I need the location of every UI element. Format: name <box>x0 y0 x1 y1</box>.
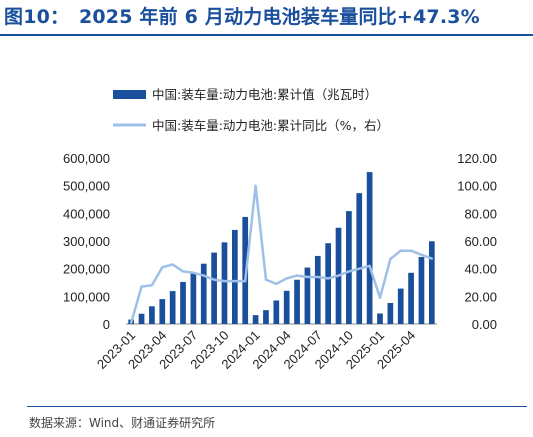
left-axis-ticks: 0 100,000 200,000 300,000 400,000 500,000 600,… <box>63 151 110 332</box>
line-point <box>223 279 226 283</box>
line-point <box>399 249 402 252</box>
line-point <box>192 271 195 275</box>
legend-swatch-bar <box>113 90 146 99</box>
bar <box>169 291 176 324</box>
line-point <box>409 249 413 252</box>
line-point <box>358 267 361 270</box>
source-note: 数据来源：Wind、财通证券研究所 <box>29 416 216 430</box>
line-point <box>171 263 174 266</box>
line-point <box>306 275 309 279</box>
bar <box>159 299 166 324</box>
left-tick-label: 500,000 <box>63 179 110 194</box>
line-point <box>150 284 154 287</box>
bar <box>387 302 394 324</box>
line-point <box>295 274 299 277</box>
line-series <box>129 184 434 324</box>
line-point <box>337 274 340 277</box>
legend-label-line: 中国:装车量:动力电池:累计同比（%，右） <box>152 118 389 133</box>
series-line <box>129 184 433 323</box>
top-divider <box>0 34 533 36</box>
bar <box>314 255 321 324</box>
line-point <box>129 321 133 324</box>
bar <box>304 267 311 324</box>
line-point <box>254 184 257 187</box>
line-point <box>202 274 205 277</box>
line-point <box>244 279 247 283</box>
bar <box>428 241 435 324</box>
line-point <box>264 278 268 281</box>
right-tick-label: 20.00 <box>464 289 497 304</box>
line-point <box>161 266 164 269</box>
bar <box>263 310 269 324</box>
line-point <box>140 285 143 288</box>
bar <box>346 211 352 324</box>
right-tick-label: 0.00 <box>472 317 497 332</box>
line-point <box>212 278 216 281</box>
bar <box>221 242 228 324</box>
right-tick-label: 100.00 <box>457 179 497 194</box>
right-tick-label: 40.00 <box>464 262 497 277</box>
line-point <box>181 270 185 273</box>
left-tick-label: 400,000 <box>63 206 110 221</box>
bar <box>211 252 217 324</box>
bar <box>149 306 155 324</box>
bar <box>356 193 363 324</box>
left-tick-label: 600,000 <box>63 151 110 166</box>
bar <box>397 288 404 324</box>
legend: 中国:装车量:动力电池:累计值（兆瓦时） 中国:装车量:动力电池:累计同比（%，… <box>113 87 389 133</box>
bar <box>418 257 425 324</box>
right-axis-ticks: 0.00 20.00 40.00 60.00 80.00 100.00 120.00 <box>457 151 497 332</box>
bar-series <box>128 172 435 324</box>
bar <box>294 279 300 324</box>
line-point <box>233 279 237 283</box>
figure-title: 图10： 2025 年前 6 月动力电池装车量同比+47.3% <box>4 6 480 28</box>
bottom-divider <box>27 406 527 407</box>
left-tick-label: 200,000 <box>63 262 110 277</box>
line-point <box>430 257 434 260</box>
bar <box>252 315 259 324</box>
x-axis-ticks: 2023-012023-042023-072023-102024-012024-… <box>94 328 418 372</box>
left-tick-label: 100,000 <box>63 289 110 304</box>
line-point <box>316 275 319 279</box>
bar <box>231 229 238 324</box>
bar <box>190 273 197 324</box>
right-tick-label: 80.00 <box>464 206 497 221</box>
legend-label-bar: 中国:装车量:动力电池:累计值（兆瓦时） <box>152 87 377 102</box>
left-tick-label: 0 <box>103 317 110 332</box>
line-point <box>389 257 392 261</box>
bar <box>180 281 186 324</box>
bar <box>138 313 145 324</box>
line-point <box>368 264 371 268</box>
line-point <box>347 270 351 273</box>
right-tick-label: 120.00 <box>457 151 497 166</box>
line-point <box>420 253 423 257</box>
line-point <box>378 296 382 299</box>
line-point <box>285 277 288 280</box>
line-point <box>275 282 278 286</box>
left-tick-label: 300,000 <box>63 234 110 249</box>
bar <box>200 263 207 324</box>
bar <box>408 272 414 324</box>
bar <box>377 313 383 324</box>
right-tick-label: 60.00 <box>464 234 497 249</box>
bar <box>283 290 290 324</box>
line-point <box>326 277 330 280</box>
bar <box>273 300 280 324</box>
bar <box>325 243 332 324</box>
bar <box>366 172 373 324</box>
